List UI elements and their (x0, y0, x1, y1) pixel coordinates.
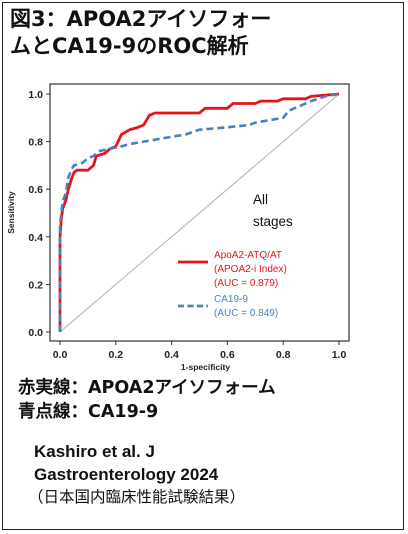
figure-title: 図3：APOA2アイソフォー ムとCA19-9のROC解析 (10, 6, 390, 60)
y-tick-label: 1.0 (28, 89, 43, 101)
legend-entry-ca199: CA19-9 (214, 294, 248, 305)
x-tick-label: 1.0 (332, 349, 347, 361)
citation-line-1: Kashiro et al. J (34, 442, 155, 461)
reference-diagonal (59, 93, 340, 333)
y-tick-label: 0.6 (28, 184, 43, 196)
axes-frame (49, 83, 350, 342)
x-tick-label: 0.2 (108, 349, 123, 361)
citation-line-2: Gastroenterology 2024 (34, 465, 219, 484)
legend-entry-apoa2: ApoA2-ATQ/AT (214, 250, 282, 261)
citation: Kashiro et al. J Gastroenterology 2024 （… (28, 440, 394, 509)
plot-layer: 0.0 0.2 0.4 0.6 0.8 1.0 0.0 0.2 0.4 0.6 0.8 1.0 1-sp… (6, 83, 350, 372)
y-tick-label: 0.2 (28, 279, 43, 291)
title-line-2: ムとCA19-9のROC解析 (10, 34, 249, 58)
title-line-1: 図3：APOA2アイソフォー (10, 7, 272, 31)
color-key: 赤実線：APOA2アイソフォーム 青点線：CA19-9 (18, 376, 398, 424)
legend-entry-ca199: (AUC = 0.849) (214, 308, 278, 319)
red-line-key: 赤実線：APOA2アイソフォーム (18, 378, 276, 398)
y-tick-label: 0.4 (28, 232, 43, 244)
legend-entry-apoa2: (APOA2-i Index) (214, 264, 287, 275)
annotation-line: All (253, 192, 268, 207)
y-tick-label: 0.8 (28, 137, 43, 149)
x-tick-label: 0.0 (53, 349, 68, 361)
x-axis-label: 1-specificity (181, 362, 230, 372)
roc-curve-ca199 (58, 92, 340, 332)
legend-entry-apoa2: (AUC = 0.879) (214, 278, 278, 289)
x-tick-label: 0.6 (220, 349, 235, 361)
x-tick-label: 0.8 (276, 349, 291, 361)
blue-line-key: 青点線：CA19-9 (18, 402, 159, 422)
figure-frame (2, 2, 404, 530)
x-tick-label: 0.4 (164, 349, 179, 361)
y-axis-label: Sensitivity (6, 191, 16, 234)
citation-line-3: （日本国内臨床性能試験結果） (28, 488, 246, 506)
y-tick-label: 0.0 (28, 327, 43, 339)
annotation-line: stages (253, 214, 293, 229)
roc-curve-apoa2 (58, 92, 340, 332)
